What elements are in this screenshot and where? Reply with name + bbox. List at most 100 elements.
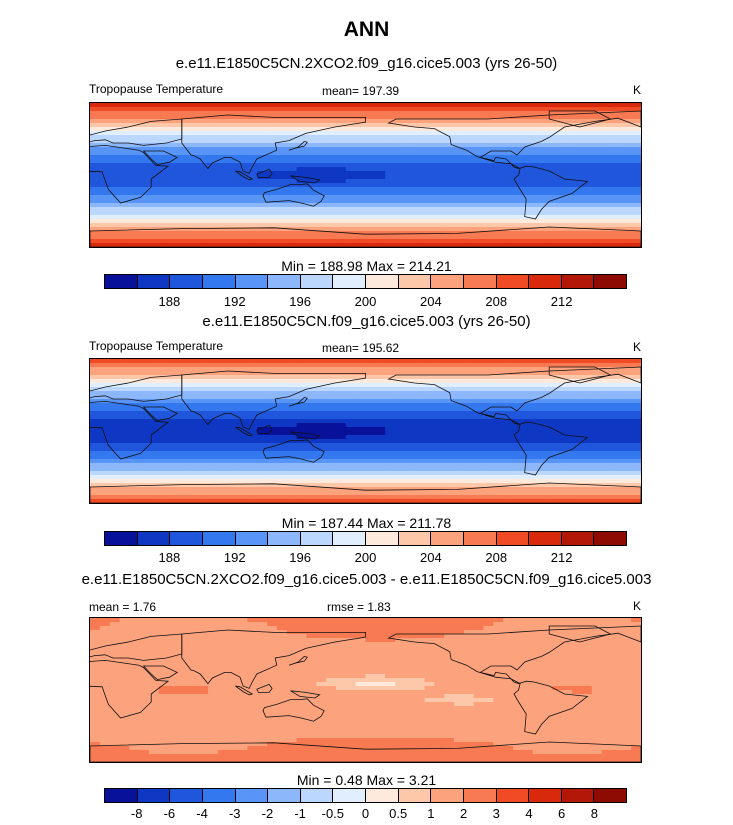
heatmap-cell [306,223,317,228]
heatmap-cell [532,143,544,148]
heatmap-cell [237,151,249,156]
heatmap-cell [493,203,504,208]
heatmap-cell [99,491,111,496]
heatmap-cell [385,479,396,484]
heatmap-cell [434,622,445,627]
heatmap-cell [119,175,130,180]
heatmap-cell [326,135,337,140]
heatmap-cell [119,654,130,659]
heatmap-cell [178,495,189,500]
heatmap-cell [257,171,268,176]
heatmap-cell [414,431,426,436]
heatmap-cell [90,103,101,108]
heatmap-cell [611,495,622,500]
heatmap-cell [503,123,514,128]
heatmap-cell [119,443,130,448]
heatmap-cell [395,167,406,172]
heatmap-cell [355,622,367,627]
heatmap-cell [513,455,524,460]
heatmap-cell [562,167,573,172]
heatmap-cell [335,479,347,484]
heatmap-cell [621,395,632,400]
heatmap-cell [385,167,396,172]
heatmap-cell [601,626,613,631]
heatmap-cell [335,443,347,448]
heatmap-cell [513,395,524,400]
heatmap-cell [591,195,603,200]
heatmap-cell [424,239,435,244]
heatmap-cell [306,678,317,683]
heatmap-cell [178,646,189,651]
heatmap-cell [119,467,130,472]
heatmap-cell [434,215,445,220]
heatmap-cell [572,630,583,635]
heatmap-cell [237,163,249,168]
heatmap-cell [591,646,603,651]
heatmap-cell [257,163,268,168]
heatmap-cell [513,139,524,144]
heatmap-cell [611,634,622,639]
heatmap-cell [198,646,209,651]
heatmap-cell [434,411,445,416]
heatmap-cell [276,483,288,488]
heatmap-cell [473,203,485,208]
heatmap-cell [119,391,130,396]
heatmap-cell [326,499,337,503]
heatmap-cell [581,467,593,472]
heatmap-cell [454,191,465,196]
heatmap-cell [395,662,406,667]
heatmap-cell [90,127,101,132]
heatmap-cell [473,375,485,380]
heatmap-cell [247,670,258,675]
heatmap-cell [237,143,249,148]
heatmap-cell [99,191,111,196]
heatmap-cell [227,618,239,623]
heatmap-cell [522,399,534,404]
heatmap-cell [267,107,278,112]
heatmap-cell [129,191,140,196]
heatmap-cell [178,379,189,384]
heatmap-cell [316,618,327,623]
heatmap-cell [522,419,534,424]
heatmap-cell [611,666,622,671]
heatmap-cell [454,455,465,460]
heatmap-cell [276,403,288,408]
heatmap-cell [611,207,622,212]
heatmap-cell [208,379,219,384]
heatmap-cell [483,371,495,376]
heatmap-cell [296,147,308,152]
heatmap-cell [345,167,357,172]
heatmap-cell [139,455,150,460]
heatmap-cell [493,499,504,503]
heatmap-cell [522,139,534,144]
heatmap-cell [208,670,219,675]
heatmap-cell [109,143,121,148]
heatmap-cell [611,423,622,428]
heatmap-cell [139,395,150,400]
heatmap-cell [385,443,396,448]
heatmap-cell [355,459,367,464]
heatmap-cell [335,499,347,503]
heatmap-cell [404,451,416,456]
heatmap-cell [404,399,416,404]
heatmap-cell [513,367,524,372]
heatmap-cell [601,363,613,368]
heatmap-cell [168,646,180,651]
panel1-colorbar [104,274,627,289]
heatmap-cell [473,159,485,164]
heatmap-cell [109,107,121,112]
heatmap-cell [532,487,544,492]
heatmap-cell [611,467,622,472]
heatmap-cell [267,127,278,132]
heatmap-cell [631,403,641,408]
heatmap-cell [513,634,524,639]
heatmap-cell [365,650,376,655]
heatmap-cell [188,115,199,120]
heatmap-cell [434,439,445,444]
heatmap-cell [158,191,170,196]
heatmap-cell [513,123,524,128]
heatmap-cell [611,359,622,364]
heatmap-cell [522,622,534,627]
heatmap-cell [139,662,150,667]
heatmap-cell [345,471,357,476]
